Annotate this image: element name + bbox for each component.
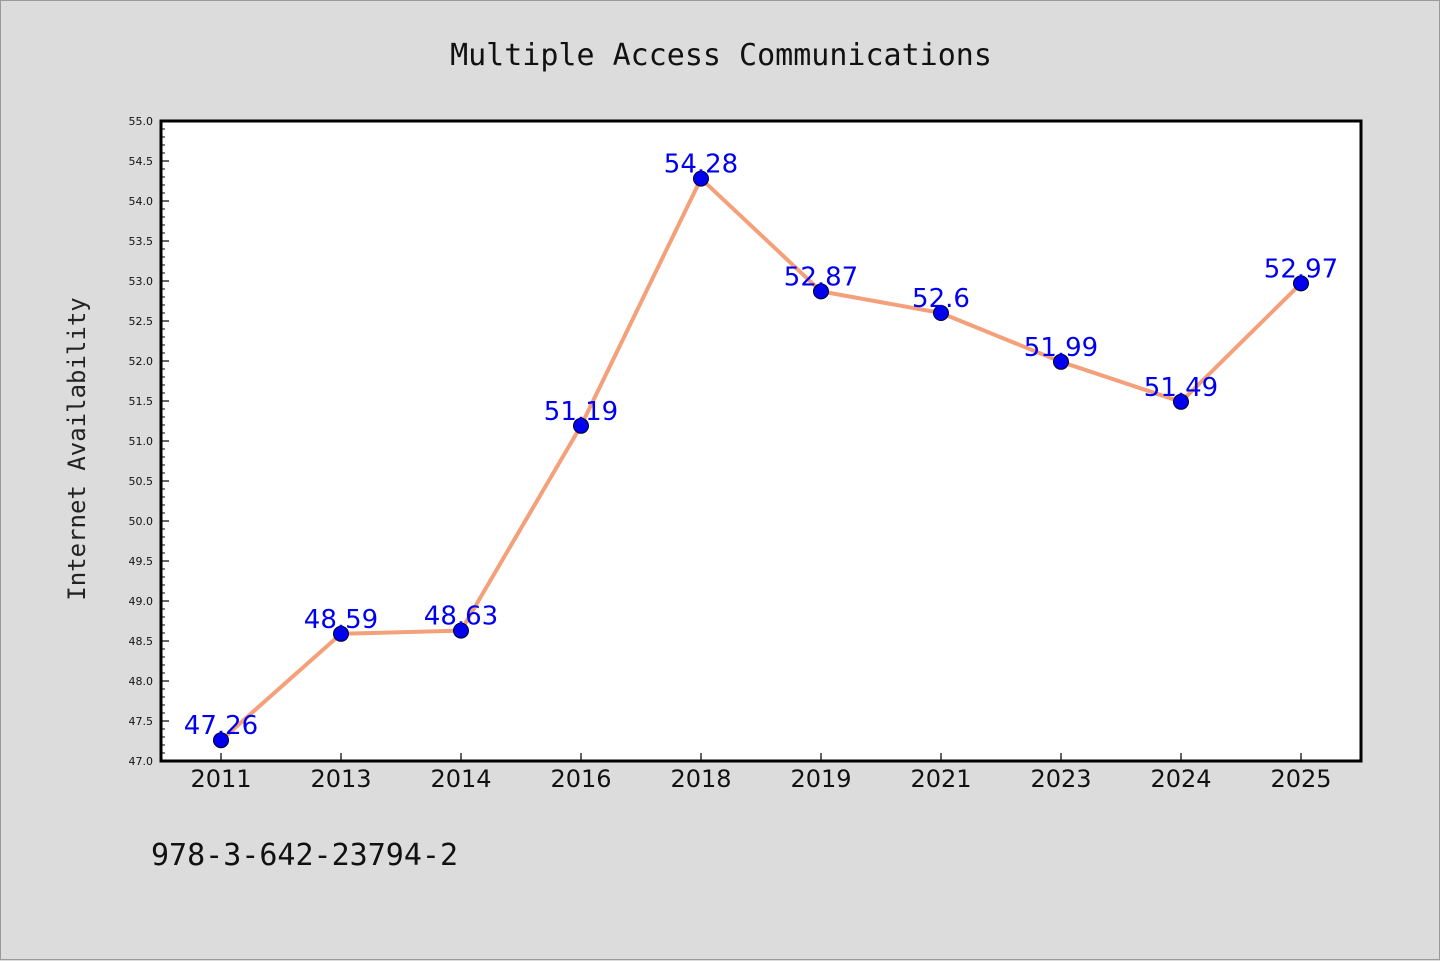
- data-point: [1293, 275, 1309, 292]
- data-label: 51.99: [1024, 333, 1098, 363]
- data-label: 52.6: [912, 284, 970, 314]
- y-tick-label: 49.5: [129, 555, 154, 568]
- x-tick-label: 2024: [1150, 765, 1211, 793]
- data-label: 51.19: [544, 397, 618, 427]
- data-point: [453, 622, 469, 639]
- data-labels: 47.26 48.59 48.63 51.19 54.28 52.87 52.6 51.99 5…: [184, 150, 1338, 742]
- x-tick-label: 2011: [190, 765, 251, 793]
- data-point: [1173, 393, 1189, 410]
- y-tick-label: 50.5: [129, 475, 154, 488]
- y-tick-label: 47.0: [129, 755, 154, 768]
- data-point: [213, 732, 229, 749]
- data-point: [693, 170, 709, 187]
- x-tick-label: 2014: [430, 765, 491, 793]
- data-point: [573, 417, 589, 434]
- chart-title: Multiple Access Communications: [450, 38, 992, 73]
- x-axis-ticks: 2011 2013 2014 2016 2018 2019 2021 2023 2024 2025: [190, 753, 1332, 793]
- data-label: 54.28: [664, 150, 738, 180]
- y-tick-label: 54.5: [129, 155, 154, 168]
- y-axis-label: Internet Availability: [63, 297, 91, 600]
- footnote-isbn: 978-3-642-23794-2: [151, 838, 458, 873]
- y-tick-label: 55.0: [129, 115, 154, 128]
- data-label: 47.26: [184, 711, 258, 741]
- x-tick-label: 2013: [310, 765, 371, 793]
- data-label: 51.49: [1144, 373, 1218, 403]
- data-label: 48.59: [304, 605, 378, 635]
- y-tick-label: 53.5: [129, 235, 154, 248]
- y-tick-label: 47.5: [129, 715, 154, 728]
- data-label: 52.87: [784, 262, 858, 292]
- y-tick-label: 54.0: [129, 195, 154, 208]
- x-tick-label: 2023: [1030, 765, 1091, 793]
- x-tick-label: 2021: [910, 765, 971, 793]
- data-point: [1053, 353, 1069, 370]
- x-tick-label: 2018: [670, 765, 731, 793]
- x-tick-label: 2025: [1270, 765, 1331, 793]
- data-label: 48.63: [424, 602, 498, 632]
- y-tick-label: 48.5: [129, 635, 154, 648]
- y-tick-label: 52.0: [129, 355, 154, 368]
- y-tick-label: 48.0: [129, 675, 154, 688]
- y-tick-label: 49.0: [129, 595, 154, 608]
- y-tick-label: 53.0: [129, 275, 154, 288]
- series-line: [219, 176, 1303, 742]
- y-tick-label: 52.5: [129, 315, 154, 328]
- y-tick-label: 50.0: [129, 515, 154, 528]
- plot-border: [159, 119, 1363, 763]
- data-point: [813, 283, 829, 300]
- data-point: [933, 305, 949, 321]
- x-tick-label: 2016: [550, 765, 611, 793]
- data-point: [333, 625, 349, 642]
- y-tick-label: 51.5: [129, 395, 154, 408]
- data-label: 52.97: [1264, 254, 1338, 284]
- series-group: [213, 170, 1309, 749]
- plot-area: [161, 121, 1361, 761]
- x-tick-label: 2019: [790, 765, 851, 793]
- y-tick-label: 51.0: [129, 435, 154, 448]
